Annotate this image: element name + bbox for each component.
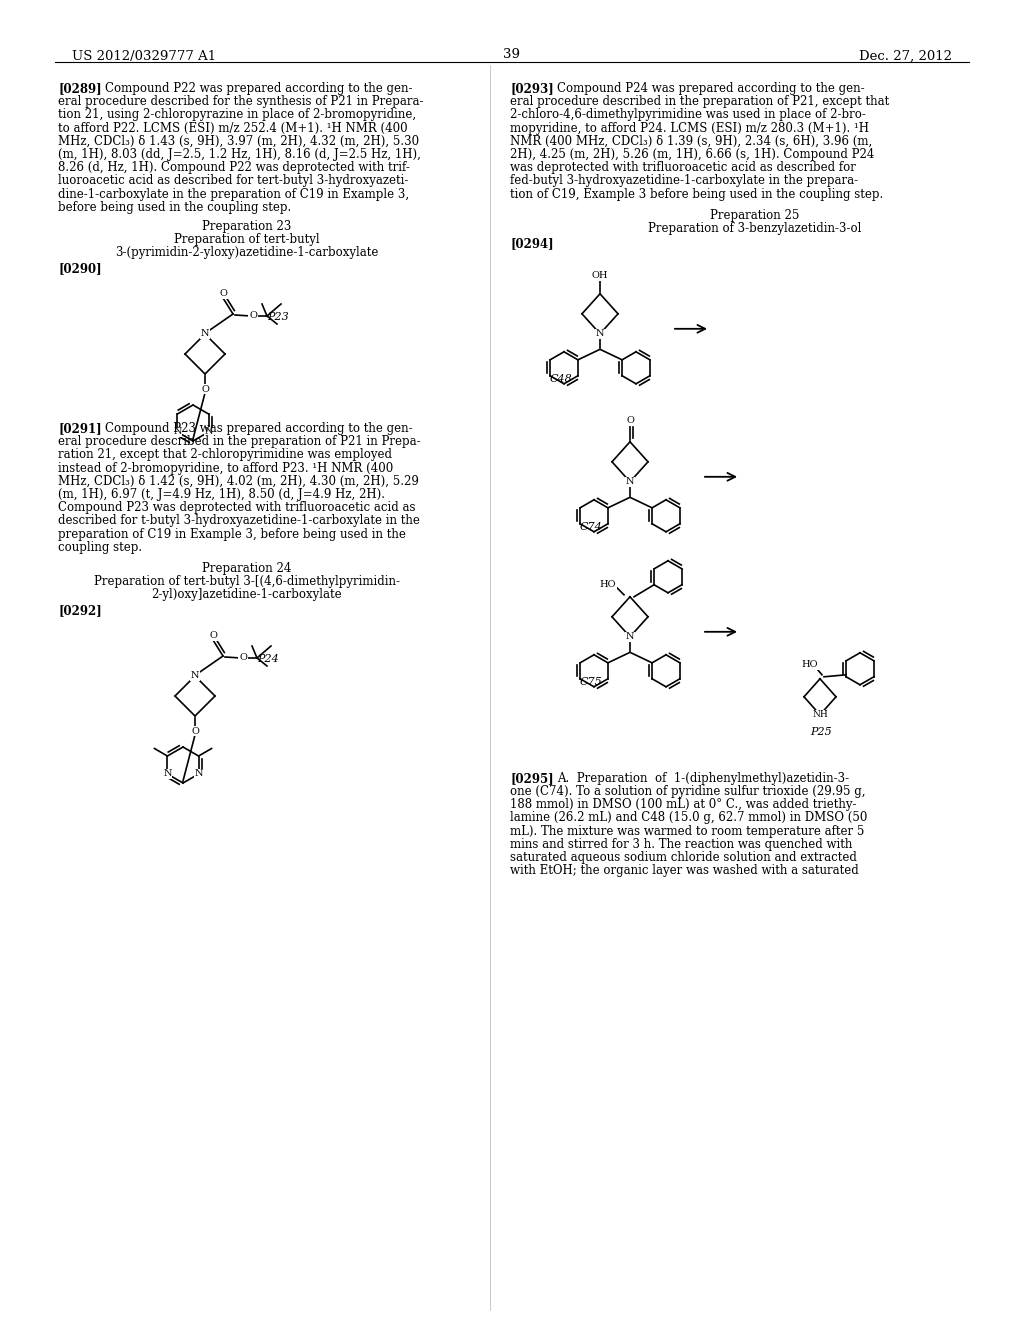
Text: eral procedure described in the preparation of P21 in Prepa-: eral procedure described in the preparat…	[58, 436, 421, 449]
Text: NH: NH	[812, 710, 827, 719]
Text: N: N	[596, 329, 604, 338]
Text: 2-yl)oxy]azetidine-1-carboxylate: 2-yl)oxy]azetidine-1-carboxylate	[152, 587, 342, 601]
Text: 2H), 4.25 (m, 2H), 5.26 (m, 1H), 6.66 (s, 1H). Compound P24: 2H), 4.25 (m, 2H), 5.26 (m, 1H), 6.66 (s…	[510, 148, 874, 161]
Text: 188 mmol) in DMSO (100 mL) at 0° C., was added triethy-: 188 mmol) in DMSO (100 mL) at 0° C., was…	[510, 799, 856, 812]
Text: N: N	[626, 478, 634, 486]
Text: tion 21, using 2-chloropyrazine in place of 2-bromopyridine,: tion 21, using 2-chloropyrazine in place…	[58, 108, 416, 121]
Text: Preparation of tert-butyl 3-[(4,6-dimethylpyrimidin-: Preparation of tert-butyl 3-[(4,6-dimeth…	[94, 576, 400, 587]
Text: before being used in the coupling step.: before being used in the coupling step.	[58, 201, 291, 214]
Text: A.  Preparation  of  1-(diphenylmethyl)azetidin-3-: A. Preparation of 1-(diphenylmethyl)azet…	[557, 772, 849, 785]
Text: [0294]: [0294]	[510, 236, 554, 249]
Text: HO: HO	[802, 660, 818, 669]
Text: P25: P25	[810, 727, 831, 737]
Text: preparation of C19 in Example 3, before being used in the: preparation of C19 in Example 3, before …	[58, 528, 406, 541]
Text: Compound P22 was prepared according to the gen-: Compound P22 was prepared according to t…	[105, 82, 413, 95]
Text: 3-(pyrimidin-2-yloxy)azetidine-1-carboxylate: 3-(pyrimidin-2-yloxy)azetidine-1-carboxy…	[116, 246, 379, 259]
Text: Preparation 24: Preparation 24	[203, 562, 292, 576]
Text: fed-butyl 3-hydroxyazetidine-1-carboxylate in the prepara-: fed-butyl 3-hydroxyazetidine-1-carboxyla…	[510, 174, 858, 187]
Text: eral procedure described in the preparation of P21, except that: eral procedure described in the preparat…	[510, 95, 889, 108]
Text: MHz, CDCl₃) δ 1.43 (s, 9H), 3.97 (m, 2H), 4.32 (m, 2H), 5.30: MHz, CDCl₃) δ 1.43 (s, 9H), 3.97 (m, 2H)…	[58, 135, 419, 148]
Text: eral procedure described for the synthesis of P21 in Prepara-: eral procedure described for the synthes…	[58, 95, 424, 108]
Text: Preparation of 3-benzylazetidin-3-ol: Preparation of 3-benzylazetidin-3-ol	[648, 222, 861, 235]
Text: 2-chloro-4,6-dimethylpyrimidine was used in place of 2-bro-: 2-chloro-4,6-dimethylpyrimidine was used…	[510, 108, 866, 121]
Text: HO: HO	[600, 581, 616, 589]
Text: N: N	[173, 428, 181, 437]
Text: [0295]: [0295]	[510, 772, 554, 785]
Text: lamine (26.2 mL) and C48 (15.0 g, 62.7 mmol) in DMSO (50: lamine (26.2 mL) and C48 (15.0 g, 62.7 m…	[510, 812, 867, 825]
Text: C75: C75	[580, 677, 603, 686]
Text: P23: P23	[267, 312, 289, 322]
Text: Preparation of tert-butyl: Preparation of tert-butyl	[174, 234, 319, 246]
Text: (m, 1H), 8.03 (dd, J=2.5, 1.2 Hz, 1H), 8.16 (d, J=2.5 Hz, 1H),: (m, 1H), 8.03 (dd, J=2.5, 1.2 Hz, 1H), 8…	[58, 148, 421, 161]
Text: C74: C74	[580, 521, 603, 532]
Text: O: O	[249, 312, 257, 321]
Text: O: O	[219, 289, 227, 298]
Text: O: O	[201, 384, 209, 393]
Text: [0293]: [0293]	[510, 82, 554, 95]
Text: instead of 2-bromopyridine, to afford P23. ¹H NMR (400: instead of 2-bromopyridine, to afford P2…	[58, 462, 393, 475]
Text: MHz, CDCl₃) δ 1.42 (s, 9H), 4.02 (m, 2H), 4.30 (m, 2H), 5.29: MHz, CDCl₃) δ 1.42 (s, 9H), 4.02 (m, 2H)…	[58, 475, 419, 488]
Text: ration 21, except that 2-chloropyrimidine was employed: ration 21, except that 2-chloropyrimidin…	[58, 449, 392, 462]
Text: tion of C19, Example 3 before being used in the coupling step.: tion of C19, Example 3 before being used…	[510, 187, 884, 201]
Text: OH: OH	[592, 272, 608, 280]
Text: with EtOH; the organic layer was washed with a saturated: with EtOH; the organic layer was washed …	[510, 865, 859, 878]
Text: mins and stirred for 3 h. The reaction was quenched with: mins and stirred for 3 h. The reaction w…	[510, 838, 852, 851]
Text: Compound P24 was prepared according to the gen-: Compound P24 was prepared according to t…	[557, 82, 864, 95]
Text: 39: 39	[504, 48, 520, 61]
Text: [0292]: [0292]	[58, 605, 101, 616]
Text: described for t-butyl 3-hydroxyazetidine-1-carboxylate in the: described for t-butyl 3-hydroxyazetidine…	[58, 515, 420, 528]
Text: mopyridine, to afford P24. LCMS (ESI) m/z 280.3 (M+1). ¹H: mopyridine, to afford P24. LCMS (ESI) m/…	[510, 121, 869, 135]
Text: O: O	[209, 631, 217, 640]
Text: N: N	[201, 330, 209, 338]
Text: O: O	[626, 416, 634, 425]
Text: to afford P22. LCMS (ESI) m/z 252.4 (M+1). ¹H NMR (400: to afford P22. LCMS (ESI) m/z 252.4 (M+1…	[58, 121, 408, 135]
Text: one (C74). To a solution of pyridine sulfur trioxide (29.95 g,: one (C74). To a solution of pyridine sul…	[510, 785, 865, 799]
Text: saturated aqueous sodium chloride solution and extracted: saturated aqueous sodium chloride soluti…	[510, 851, 857, 865]
Text: Compound P23 was deprotected with trifluoroacetic acid as: Compound P23 was deprotected with triflu…	[58, 502, 416, 515]
Text: luoroacetic acid as described for tert-butyl 3-hydroxyazeti-: luoroacetic acid as described for tert-b…	[58, 174, 409, 187]
Text: [0291]: [0291]	[58, 422, 101, 436]
Text: Compound P23 was prepared according to the gen-: Compound P23 was prepared according to t…	[105, 422, 413, 436]
Text: coupling step.: coupling step.	[58, 541, 142, 554]
Text: [0290]: [0290]	[58, 261, 101, 275]
Text: N: N	[626, 632, 634, 642]
Text: Preparation 25: Preparation 25	[711, 209, 800, 222]
Text: C48: C48	[550, 374, 572, 384]
Text: US 2012/0329777 A1: US 2012/0329777 A1	[72, 50, 216, 63]
Text: N: N	[190, 672, 200, 681]
Text: [0289]: [0289]	[58, 82, 101, 95]
Text: N: N	[195, 770, 203, 779]
Text: P24: P24	[257, 653, 279, 664]
Text: Preparation 23: Preparation 23	[203, 220, 292, 234]
Text: mL). The mixture was warmed to room temperature after 5: mL). The mixture was warmed to room temp…	[510, 825, 864, 838]
Text: O: O	[239, 653, 247, 663]
Text: NMR (400 MHz, CDCl₃) δ 1.39 (s, 9H), 2.34 (s, 6H), 3.96 (m,: NMR (400 MHz, CDCl₃) δ 1.39 (s, 9H), 2.3…	[510, 135, 872, 148]
Text: (m, 1H), 6.97 (t, J=4.9 Hz, 1H), 8.50 (d, J=4.9 Hz, 2H).: (m, 1H), 6.97 (t, J=4.9 Hz, 1H), 8.50 (d…	[58, 488, 385, 502]
Text: was deprotected with trifluoroacetic acid as described for: was deprotected with trifluoroacetic aci…	[510, 161, 856, 174]
Text: N: N	[205, 428, 213, 437]
Text: N: N	[163, 770, 172, 779]
Text: O: O	[191, 726, 199, 735]
Text: Dec. 27, 2012: Dec. 27, 2012	[859, 50, 952, 63]
Text: 8.26 (d, Hz, 1H). Compound P22 was deprotected with trif-: 8.26 (d, Hz, 1H). Compound P22 was depro…	[58, 161, 410, 174]
Text: dine-1-carboxylate in the preparation of C19 in Example 3,: dine-1-carboxylate in the preparation of…	[58, 187, 410, 201]
